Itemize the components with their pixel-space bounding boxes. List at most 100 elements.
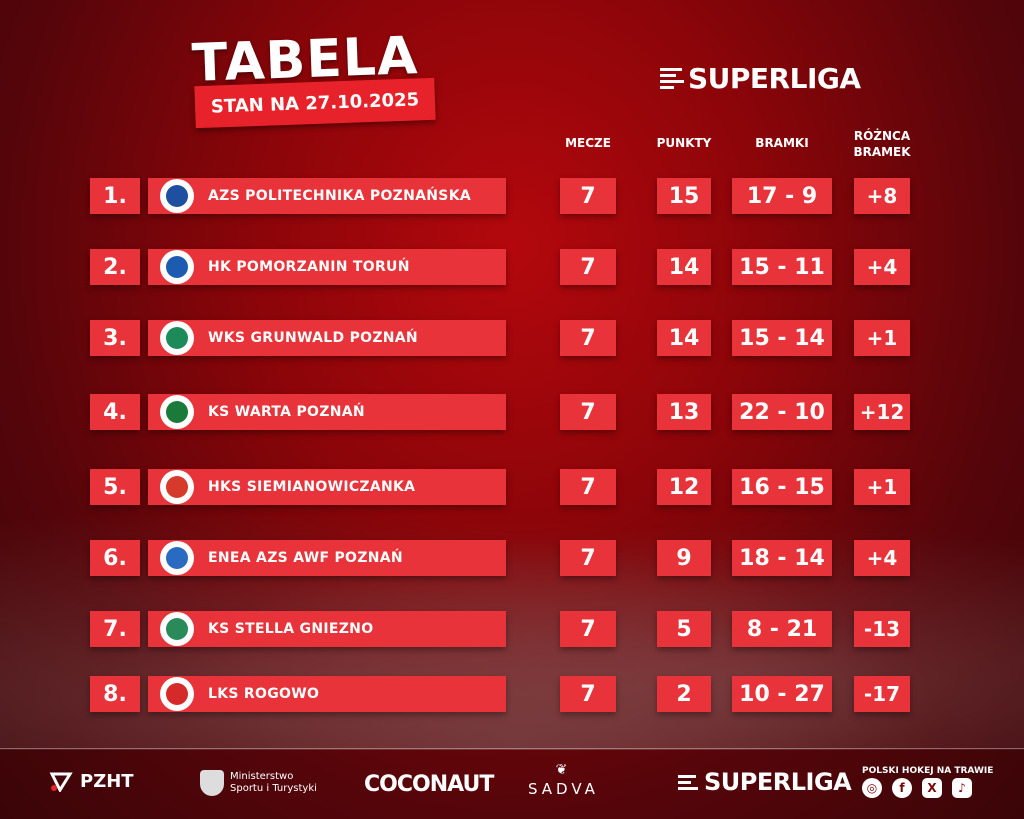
goal-diff-cell: +4	[854, 249, 910, 285]
team-name: KS WARTA POZNAŃ	[208, 404, 365, 420]
team-crest-icon	[160, 677, 194, 711]
goals-cell: 18 - 14	[732, 540, 832, 576]
position-cell: 7.	[90, 611, 140, 647]
coconaut-logo: COCONAUT	[364, 772, 494, 797]
team-crest-inner	[166, 185, 188, 207]
goals-cell: 22 - 10	[732, 394, 832, 430]
table-row: 1. AZS POLITECHNIKA POZNAŃSKA 7 15 17 - 9 +8	[0, 178, 1024, 218]
position-cell: 5.	[90, 469, 140, 505]
goals-cell: 10 - 27	[732, 676, 832, 712]
points-cell: 2	[657, 676, 711, 712]
team-cell: HK POMORZANIN TORUŃ	[148, 249, 506, 285]
goal-diff-cell: +4	[854, 540, 910, 576]
column-points: PUNKTY	[656, 136, 712, 150]
eagle-icon	[200, 770, 224, 796]
table-row: 7. KS STELLA GNIEZNO 7 5 8 - 21 -13	[0, 611, 1024, 651]
points-cell: 9	[657, 540, 711, 576]
x-icon[interactable]: X	[922, 778, 942, 798]
points-cell: 15	[657, 178, 711, 214]
pzht-logo: PZHT	[48, 770, 134, 792]
points-cell: 13	[657, 394, 711, 430]
goal-diff-cell: +12	[854, 394, 910, 430]
team-name: KS STELLA GNIEZNO	[208, 621, 374, 637]
table-row: 4. KS WARTA POZNAŃ 7 13 22 - 10 +12	[0, 394, 1024, 434]
team-cell: HKS SIEMIANOWICZANKA	[148, 469, 506, 505]
team-cell: KS WARTA POZNAŃ	[148, 394, 506, 430]
team-crest-inner	[166, 401, 188, 423]
position-cell: 6.	[90, 540, 140, 576]
team-crest-inner	[166, 547, 188, 569]
tiktok-icon[interactable]: ♪	[952, 778, 972, 798]
facebook-icon[interactable]: f	[892, 778, 912, 798]
goals-cell: 15 - 11	[732, 249, 832, 285]
matches-cell: 7	[560, 611, 616, 647]
table-row: 8. LKS ROGOWO 7 2 10 - 27 -17	[0, 676, 1024, 716]
superliga-footer-logo: SUPERLIGA	[678, 768, 852, 796]
goals-cell: 16 - 15	[732, 469, 832, 505]
goal-diff-cell: +1	[854, 320, 910, 356]
team-name: AZS POLITECHNIKA POZNAŃSKA	[208, 188, 471, 204]
matches-cell: 7	[560, 394, 616, 430]
team-crest-inner	[166, 327, 188, 349]
team-crest-icon	[160, 470, 194, 504]
team-crest-icon	[160, 395, 194, 429]
team-crest-icon	[160, 321, 194, 355]
points-cell: 5	[657, 611, 711, 647]
team-crest-icon	[160, 612, 194, 646]
table-row: 2. HK POMORZANIN TORUŃ 7 14 15 - 11 +4	[0, 249, 1024, 289]
logo-stripes-icon	[660, 68, 684, 89]
team-crest-icon	[160, 541, 194, 575]
goals-cell: 8 - 21	[732, 611, 832, 647]
ministry-logo: Ministerstwo Sportu i Turystyki	[200, 770, 317, 796]
position-cell: 8.	[90, 676, 140, 712]
table-row: 3. WKS GRUNWALD POZNAŃ 7 14 15 - 14 +1	[0, 320, 1024, 360]
pzht-icon	[49, 772, 73, 792]
goals-cell: 15 - 14	[732, 320, 832, 356]
matches-cell: 7	[560, 178, 616, 214]
team-cell: LKS ROGOWO	[148, 676, 506, 712]
team-cell: KS STELLA GNIEZNO	[148, 611, 506, 647]
points-cell: 14	[657, 249, 711, 285]
points-cell: 12	[657, 469, 711, 505]
team-cell: WKS GRUNWALD POZNAŃ	[148, 320, 506, 356]
team-crest-icon	[160, 250, 194, 284]
superliga-logo: SUPERLIGA	[660, 62, 861, 95]
position-cell: 1.	[90, 178, 140, 214]
team-crest-inner	[166, 618, 188, 640]
team-cell: AZS POLITECHNIKA POZNAŃSKA	[148, 178, 506, 214]
points-cell: 14	[657, 320, 711, 356]
column-goal-diff: RÓŻNCA BRAMEK	[853, 129, 911, 159]
footer	[0, 748, 1024, 819]
table-row: 6. ENEA AZS AWF POZNAŃ 7 9 18 - 14 +4	[0, 540, 1024, 580]
matches-cell: 7	[560, 320, 616, 356]
matches-cell: 7	[560, 249, 616, 285]
column-goals: BRAMKI	[755, 136, 809, 150]
position-cell: 2.	[90, 249, 140, 285]
goal-diff-cell: -17	[854, 676, 910, 712]
team-crest-inner	[166, 476, 188, 498]
matches-cell: 7	[560, 540, 616, 576]
goal-diff-cell: +8	[854, 178, 910, 214]
footer-logo-stripes-icon	[678, 774, 698, 790]
team-crest-inner	[166, 683, 188, 705]
team-cell: ENEA AZS AWF POZNAŃ	[148, 540, 506, 576]
goal-diff-cell: -13	[854, 611, 910, 647]
instagram-icon[interactable]: ◎	[862, 778, 882, 798]
team-name: WKS GRUNWALD POZNAŃ	[208, 330, 418, 346]
team-crest-icon	[160, 179, 194, 213]
date-badge: STAN NA 27.10.2025	[194, 77, 436, 129]
team-name: HKS SIEMIANOWICZANKA	[208, 479, 416, 495]
position-cell: 4.	[90, 394, 140, 430]
sadva-leaf-icon: ❦	[555, 762, 572, 778]
team-crest-inner	[166, 256, 188, 278]
team-name: HK POMORZANIN TORUŃ	[208, 259, 410, 275]
superliga-logo-text: SUPERLIGA	[688, 62, 861, 95]
position-cell: 3.	[90, 320, 140, 356]
column-matches: MECZE	[565, 136, 611, 150]
goal-diff-cell: +1	[854, 469, 910, 505]
social-icons: ◎ f X ♪	[862, 778, 972, 798]
social-title: POLSKI HOKEJ NA TRAWIE	[862, 766, 994, 776]
team-name: LKS ROGOWO	[208, 686, 320, 702]
team-name: ENEA AZS AWF POZNAŃ	[208, 550, 403, 566]
goals-cell: 17 - 9	[732, 178, 832, 214]
